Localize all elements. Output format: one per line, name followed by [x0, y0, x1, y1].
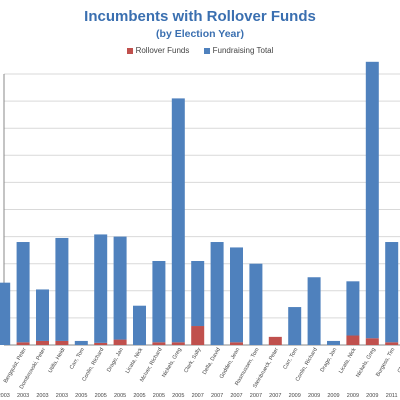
bar-rollover-8 — [152, 342, 166, 345]
bar-rollover-1 — [16, 342, 30, 345]
x-tick-label-year: 2009 — [308, 393, 320, 399]
x-tick-label-name: Nickels, Greg — [355, 347, 377, 379]
x-tick-label-name: Burgess, Tim — [375, 347, 396, 378]
legend-item-fundraising: Fundraising Total — [203, 46, 274, 55]
x-tick-label-name: McIver, Richard — [139, 347, 163, 383]
x-tick-label-year: 2005 — [133, 393, 145, 399]
bar-fundraising-19 — [365, 61, 379, 339]
x-tick-label-year: 2007 — [211, 393, 223, 399]
x-tick-label-year: 2009 — [289, 393, 301, 399]
bar-fundraising-9 — [171, 98, 185, 343]
legend-swatch-fundraising — [203, 47, 210, 54]
bar-fundraising-7 — [133, 305, 146, 345]
bar-fundraising-2 — [36, 289, 49, 341]
x-tick-label-name: Godden, Jean — [219, 347, 241, 380]
x-tick-label-name: Conlin, Richard — [295, 347, 319, 383]
bar-fundraising-18 — [346, 281, 360, 336]
x-tick-label-year: 2005 — [75, 393, 87, 399]
x-tick-label-name: Nickels, Greg — [161, 347, 183, 379]
x-tick-label-year: 2007 — [230, 393, 242, 399]
bar-rollover-9 — [171, 342, 185, 345]
x-tick-label-name: Conlin, Richard — [81, 347, 105, 383]
legend: Rollover Funds Fundraising Total — [0, 46, 400, 55]
legend-label-fundraising: Fundraising Total — [212, 46, 274, 55]
chart-subtitle: (by Election Year) — [156, 28, 244, 40]
x-tick-label-name: Carr, Tom — [282, 347, 299, 371]
x-tick-label-year: 2007 — [192, 393, 204, 399]
bar-rollover-18 — [346, 335, 360, 345]
bar-fundraising-20 — [385, 242, 399, 343]
x-tick-label-year: 2003 — [56, 393, 68, 399]
x-tick-label-name: Carr, Tom — [69, 347, 86, 371]
x-tick-label-year: 2011 — [386, 393, 398, 399]
legend-swatch-rollover — [126, 47, 133, 54]
bar-fundraising-3 — [55, 237, 69, 341]
bar-fundraising-17 — [327, 340, 340, 345]
x-tick-label-year: 2009 — [366, 393, 378, 399]
bar-fundraising-13 — [249, 263, 263, 345]
bar-rollover-14 — [268, 336, 282, 345]
bar-fundraising-0 — [0, 282, 11, 345]
bar-fundraising-5 — [94, 234, 108, 343]
bar-fundraising-11 — [210, 242, 224, 345]
x-tick-label-year: 2003 — [36, 393, 48, 399]
bar-fundraising-8 — [152, 260, 166, 343]
legend-item-rollover: Rollover Funds — [126, 46, 190, 55]
x-tick-label-year: 2009 — [327, 393, 339, 399]
x-tick-label-year: 2005 — [153, 393, 165, 399]
bar-fundraising-16 — [307, 277, 321, 345]
x-tick-label-year: 2009 — [347, 393, 359, 399]
x-tick-label-name: Utilla, Heidi — [48, 347, 67, 374]
bar-fundraising-4 — [74, 340, 88, 345]
chart-title: Incumbents with Rollover Funds — [84, 8, 316, 25]
bar-rollover-2 — [36, 340, 49, 345]
x-tick-label-year: 2005 — [114, 393, 126, 399]
x-tick-label-name: Drago, Jan — [106, 347, 125, 373]
bar-fundraising-12 — [230, 247, 243, 343]
bar-rollover-12 — [230, 342, 243, 345]
bar-rollover-20 — [385, 342, 399, 345]
x-tick-label-name: Licata, Nick — [125, 347, 145, 375]
bar-fundraising-10 — [191, 260, 205, 327]
x-tick-label-year: 2007 — [250, 393, 262, 399]
x-tick-label-name: Della, David — [202, 347, 222, 376]
x-tick-label-year: 2005 — [172, 393, 184, 399]
bar-rollover-6 — [113, 339, 127, 345]
x-tick-label-name: Clark, Sally — [183, 347, 202, 374]
x-tick-label-name: Licata, Nick — [338, 347, 358, 375]
bar-fundraising-15 — [288, 307, 302, 345]
x-tick-label-year: 2007 — [269, 393, 281, 399]
x-tick-label-name: Drago, Jan — [320, 347, 339, 373]
bar-fundraising-6 — [113, 236, 127, 340]
bar-rollover-3 — [55, 340, 69, 345]
legend-label-rollover: Rollover Funds — [135, 46, 190, 55]
x-tick-label-year: 2003 — [0, 393, 10, 399]
x-tick-label-year: 2003 — [17, 393, 29, 399]
bar-rollover-19 — [365, 338, 379, 345]
bar-rollover-5 — [94, 342, 108, 345]
bar-fundraising-1 — [16, 242, 30, 343]
x-tick-label-year: 2005 — [95, 393, 107, 399]
bar-rollover-10 — [191, 326, 205, 345]
